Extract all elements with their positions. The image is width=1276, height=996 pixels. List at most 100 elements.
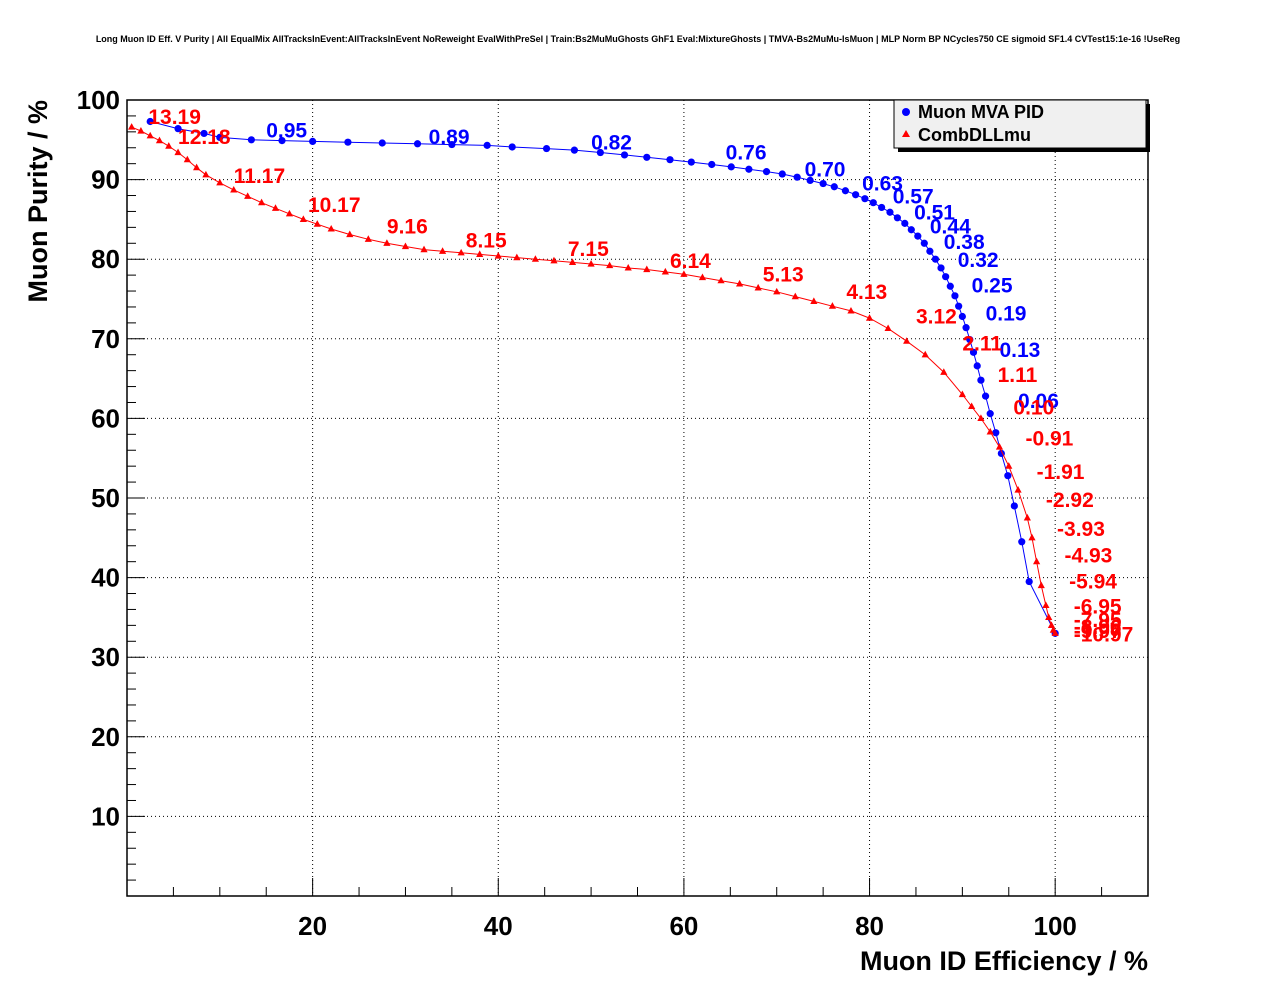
data-point <box>550 256 558 264</box>
x-tick-label: 60 <box>669 911 698 941</box>
data-point <box>420 245 428 253</box>
data-point <box>383 239 391 246</box>
data-point <box>531 255 539 262</box>
point-label: 13.19 <box>148 106 201 129</box>
data-point <box>137 127 145 134</box>
data-point <box>568 258 577 265</box>
point-label: 0.82 <box>591 131 632 154</box>
data-point <box>968 402 976 410</box>
y-tick-label: 30 <box>91 642 120 672</box>
data-point <box>271 204 280 211</box>
data-point <box>624 263 632 271</box>
data-point <box>907 226 915 234</box>
point-label: 0.13 <box>999 339 1040 362</box>
data-point <box>810 297 818 304</box>
data-point <box>687 158 695 166</box>
point-label: 0.32 <box>958 249 999 272</box>
point-label: 11.17 <box>234 165 285 188</box>
point-label: 7.15 <box>568 238 609 261</box>
data-point <box>278 136 286 145</box>
data-point <box>920 239 928 247</box>
point-label: 0.25 <box>972 275 1013 298</box>
data-point <box>174 125 182 133</box>
data-point <box>483 141 491 149</box>
data-point <box>717 276 725 284</box>
data-point <box>931 255 940 263</box>
data-point <box>698 273 707 281</box>
data-point <box>457 248 465 256</box>
data-point <box>596 148 604 157</box>
data-point <box>1005 462 1013 469</box>
data-point <box>937 264 945 272</box>
point-label: 0.89 <box>429 126 470 149</box>
data-point <box>986 410 994 418</box>
data-point <box>542 144 551 153</box>
point-label: 2.11 <box>962 333 1002 356</box>
data-point <box>981 392 990 400</box>
data-point <box>762 168 771 176</box>
legend-marker-dll <box>902 130 910 137</box>
series-layer <box>128 117 1059 637</box>
data-point <box>793 173 801 181</box>
data-point <box>1025 577 1033 586</box>
y-tick-label: 100 <box>77 85 120 115</box>
data-point <box>1010 502 1018 510</box>
point-label: 6.14 <box>670 250 711 273</box>
point-label: -7.95 <box>1074 609 1122 632</box>
data-point <box>448 140 456 149</box>
data-point <box>587 259 595 267</box>
data-point <box>476 250 484 258</box>
legend-marker-mva <box>902 108 910 116</box>
data-point <box>1023 513 1031 521</box>
data-point <box>773 287 781 295</box>
point-label: 0.06 <box>1018 390 1059 413</box>
data-point <box>861 195 869 203</box>
data-point <box>606 261 614 269</box>
data-point <box>830 183 838 191</box>
point-label: 0.70 <box>805 158 846 181</box>
data-point <box>183 155 191 163</box>
data-point <box>828 302 837 309</box>
data-point <box>754 283 762 291</box>
axes: 20 40 60 80 100 10 20 30 40 50 60 70 80 90 100 <box>77 85 1149 941</box>
data-point <box>643 265 651 273</box>
data-point <box>1028 533 1036 541</box>
data-point <box>708 160 716 169</box>
data-point <box>1014 486 1022 493</box>
data-point <box>299 215 307 222</box>
data-point <box>643 153 651 161</box>
data-point <box>745 165 753 173</box>
point-label: 0.38 <box>944 231 985 254</box>
data-point <box>884 324 892 332</box>
data-point <box>508 143 516 151</box>
data-point <box>1004 472 1012 480</box>
data-point <box>346 230 354 238</box>
point-label: 0.57 <box>893 185 934 208</box>
data-point <box>942 273 950 281</box>
point-label: 0.10 <box>1013 396 1054 419</box>
data-point <box>216 178 224 186</box>
data-point <box>174 148 182 156</box>
data-point <box>309 137 317 145</box>
data-point <box>620 151 629 159</box>
point-label: 8.15 <box>466 229 507 252</box>
data-point <box>921 350 929 358</box>
legend-label-dll: CombDLLmu <box>918 125 1031 145</box>
data-point <box>806 176 814 184</box>
point-label: 0.44 <box>930 216 971 239</box>
data-point <box>378 139 386 147</box>
data-point <box>819 179 827 188</box>
data-point <box>680 270 688 277</box>
x-tick-label: 100 <box>1033 911 1076 941</box>
legend: Muon MVA PID CombDLLmu <box>893 99 1150 152</box>
data-point <box>200 129 208 138</box>
data-point <box>666 156 674 164</box>
data-point <box>955 302 963 310</box>
y-tick-label: 90 <box>91 165 120 195</box>
data-point <box>285 209 294 217</box>
data-point <box>791 292 799 300</box>
data-point <box>958 390 966 398</box>
point-label: -9.97 <box>1074 620 1122 643</box>
y-axis-title: Muon Purity / % <box>23 100 53 303</box>
